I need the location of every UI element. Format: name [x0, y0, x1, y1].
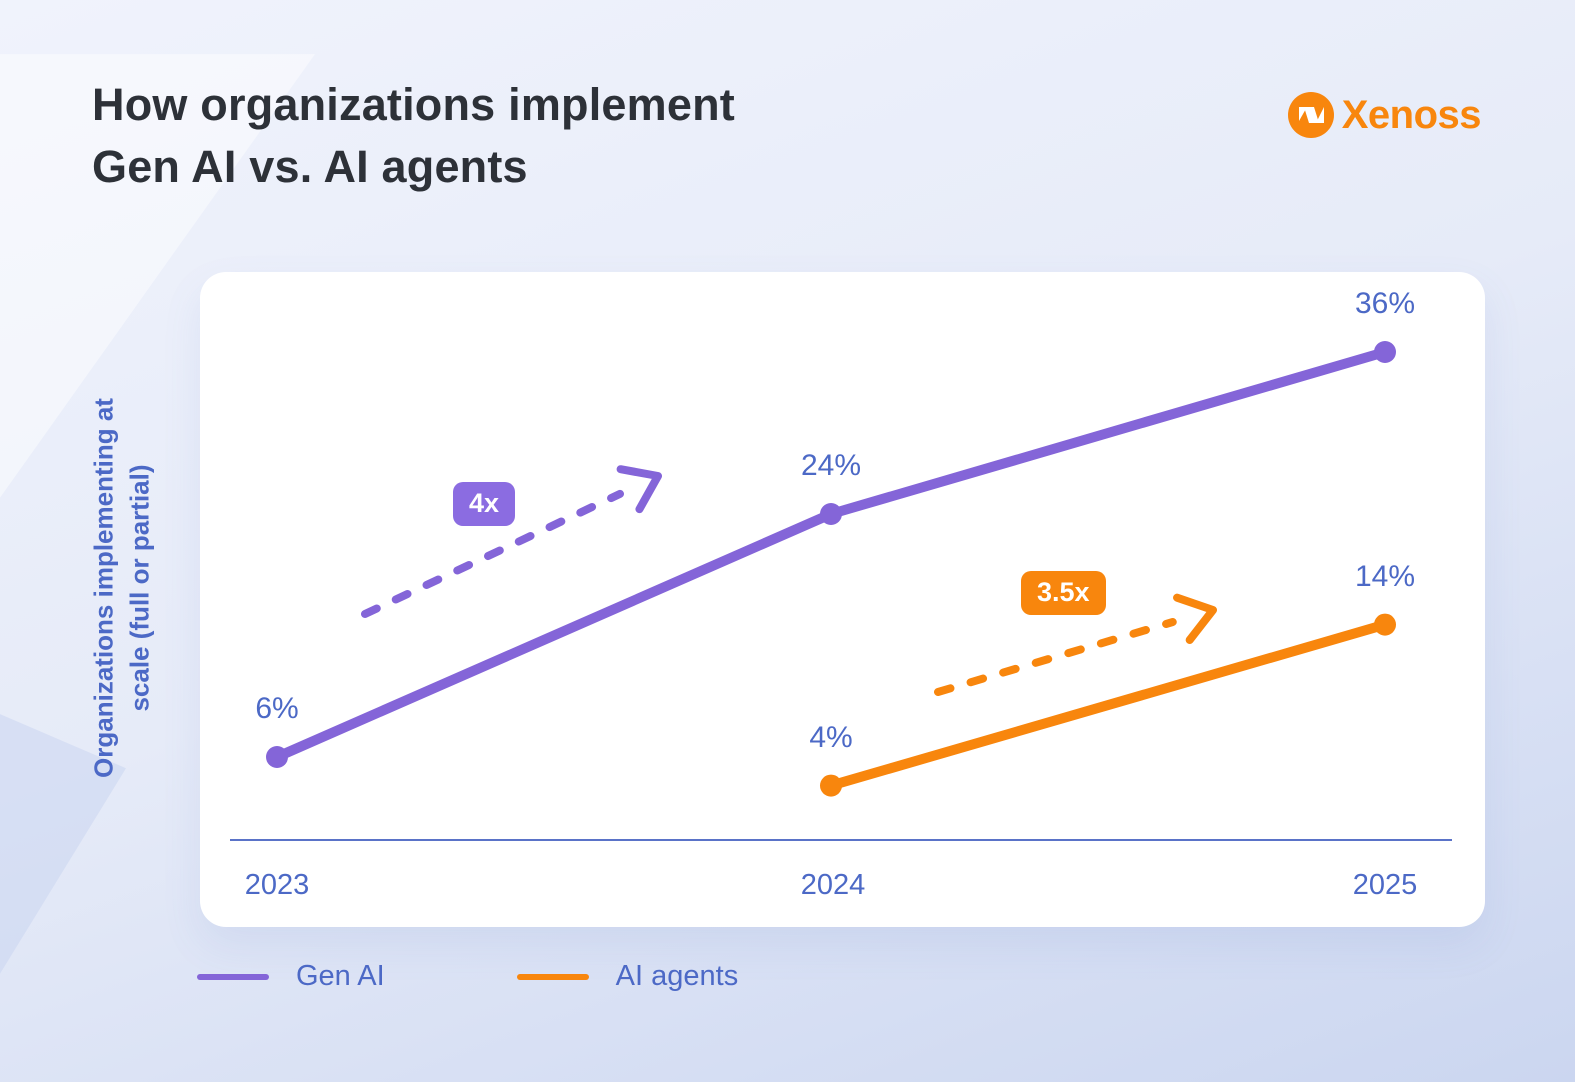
point-label: 6% — [255, 692, 299, 725]
legend-swatch-gen-ai — [197, 973, 269, 980]
y-axis-label-line2: scale (full or partial) — [125, 464, 155, 712]
x-tick-2024: 2024 — [800, 869, 866, 901]
xenoss-logo: Xenoss — [1287, 92, 1482, 138]
point-label: 36% — [1354, 287, 1416, 320]
legend-label-ai-agents: AI agents — [615, 960, 739, 992]
chart-title-line1: How organizations implement — [92, 79, 735, 130]
point-label: 4% — [809, 720, 853, 754]
y-axis-label: Organizations implementing at scale (ful… — [86, 278, 159, 898]
chart-title-line2: Gen AI vs. AI agents — [92, 141, 528, 193]
xenoss-logo-icon — [1287, 92, 1334, 138]
y-axis-label-line1: Organizations implementing at — [88, 398, 119, 778]
point-label: 14% — [1354, 559, 1416, 593]
x-tick-2023: 2023 — [244, 869, 310, 901]
legend-item-gen-ai: Gen AI — [197, 960, 385, 993]
legend-label-gen-ai: Gen AI — [296, 960, 385, 992]
growth-badge-ai-agents: 3.5x — [1021, 571, 1106, 615]
growth-badge-gen-ai: 4x — [453, 482, 516, 526]
line-chart-plot — [230, 341, 1452, 841]
x-tick-2025: 2025 — [1352, 869, 1418, 901]
chart-title: How organizations implement Gen AI vs. A… — [92, 74, 735, 198]
legend-item-ai-agents: AI agents — [516, 960, 739, 993]
chart-card: 6% 24% 36% 4% 14% 4x 3.5x 2023 2024 2025 — [200, 272, 1485, 927]
xenoss-logo-text: Xenoss — [1341, 92, 1482, 137]
chart-legend: Gen AI AI agents — [197, 960, 738, 993]
point-label: 24% — [800, 449, 862, 482]
legend-swatch-ai-agents — [516, 973, 589, 980]
